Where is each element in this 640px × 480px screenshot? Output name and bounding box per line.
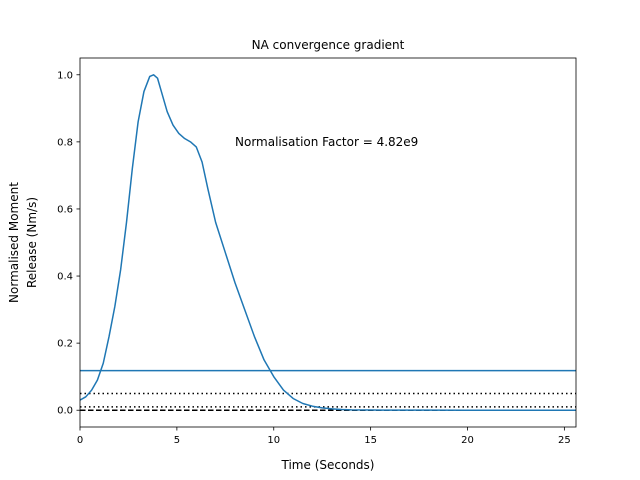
axes-frame (79, 57, 577, 428)
y-axis-label: Normalised Moment Release (Nm/s) (7, 182, 39, 303)
y-tick-label: 0.2 (57, 339, 73, 350)
x-tick-label: 15 (364, 435, 377, 446)
plot-area (80, 74, 576, 411)
y-axis-label-line-1: Normalised Moment (7, 182, 21, 303)
chart-title: NA convergence gradient (252, 38, 405, 52)
y-tick-label: 0.6 (57, 204, 73, 215)
x-tick-label: 20 (461, 435, 474, 446)
series-line-0 (80, 74, 576, 411)
x-tick-label: 5 (174, 435, 180, 446)
y-tick-label: 0.8 (57, 137, 73, 148)
x-tick-label: 25 (558, 435, 571, 446)
x-tick-label: 0 (77, 435, 83, 446)
y-tick-label: 0.0 (57, 406, 73, 417)
y-tick-label: 1.0 (57, 70, 73, 81)
y-tick-label: 0.4 (57, 272, 73, 283)
axis-ticks: 0 5 10 15 20 25 0.0 0.2 0.4 0.6 0.8 1.0 (57, 70, 571, 446)
x-axis-label: Time (Seconds) (281, 458, 375, 472)
y-axis-label-line-2: Release (Nm/s) (25, 197, 39, 288)
plot-inner (80, 74, 576, 411)
normalisation-factor-annotation: Normalisation Factor = 4.82e9 (235, 135, 418, 149)
x-tick-label: 10 (267, 435, 280, 446)
